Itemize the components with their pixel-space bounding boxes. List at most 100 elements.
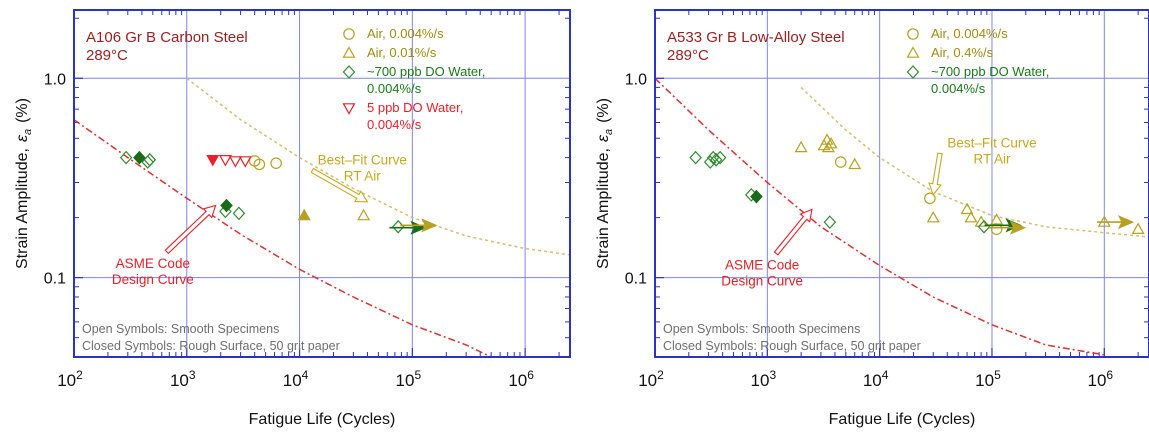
data-point — [1131, 222, 1145, 234]
data-point — [713, 150, 727, 165]
y-tick-label: 1.0 — [44, 71, 66, 88]
data-point — [297, 208, 311, 221]
legend-marker — [342, 65, 356, 79]
plot-area — [74, 10, 570, 357]
x-tick-label: 105 — [975, 368, 1001, 390]
legend-label: Air, 0.004%/s — [931, 26, 1008, 41]
x-tick-label: 106 — [508, 368, 534, 390]
curves — [655, 77, 1149, 356]
x-tick-label: 103 — [170, 368, 196, 390]
runout-arrow — [1096, 215, 1135, 230]
y-tick-label: 1.0 — [625, 71, 647, 88]
data-point — [357, 208, 371, 221]
legend-marker — [343, 28, 355, 40]
legend-marker — [342, 46, 356, 58]
legend: Air, 0.004%/s Air, 0.4%/s ~700 ppb DO Wate… — [906, 26, 1049, 96]
annotation-label: Design Curve — [112, 272, 194, 287]
annotation-arrow — [310, 167, 369, 203]
runout-arrow — [400, 218, 438, 233]
x-axis-label: Fatigue Life (Cycles) — [829, 411, 976, 428]
legend-label: Air, 0.01%/s — [367, 45, 437, 60]
footnote: Closed Symbols: Rough Surface, 50 grit p… — [82, 339, 340, 353]
data-point — [119, 150, 133, 165]
legend-label: ~700 ppb DO Water, — [931, 64, 1049, 79]
x-tick-label: 105 — [396, 368, 422, 390]
data-point — [960, 202, 974, 215]
y-tick-label: 0.1 — [625, 271, 647, 288]
y-tick-label: 0.1 — [44, 271, 66, 288]
legend-marker — [906, 46, 920, 58]
data-point — [253, 158, 266, 171]
legend-label-line2: 0.004%/s — [931, 81, 986, 96]
best-fit-curve — [800, 86, 1149, 238]
legend-marker — [906, 65, 920, 79]
footnote: Open Symbols: Smooth Specimens — [663, 322, 860, 336]
asme-design-curve — [74, 119, 492, 357]
data-point — [926, 210, 940, 223]
y-axis-label: Strain Amplitude,εa(%) — [595, 98, 615, 269]
footnote: Closed Symbols: Rough Surface, 50 grit p… — [663, 339, 921, 353]
x-tick-label: 103 — [751, 368, 777, 390]
curves — [74, 77, 570, 357]
data-point — [228, 156, 242, 168]
plot-area — [655, 10, 1149, 357]
data-point — [990, 213, 1004, 225]
data-point — [703, 155, 717, 169]
annotation-arrow — [773, 208, 813, 256]
legend-label: 5 ppb DO Water, — [367, 100, 463, 115]
data-point — [206, 155, 220, 167]
data-points — [689, 133, 1145, 235]
legend-marker — [907, 28, 919, 40]
data-points — [119, 150, 438, 235]
footnote: Open Symbols: Smooth Specimens — [82, 322, 279, 336]
asme-design-curve — [655, 77, 1105, 356]
data-point — [824, 136, 838, 149]
data-point — [218, 155, 232, 167]
chart-subtitle: 289°C — [86, 47, 128, 64]
y-axis-label: Strain Amplitude,εa(%) — [14, 98, 34, 269]
data-point — [823, 215, 837, 229]
annotation-label: ASME Code — [116, 256, 190, 271]
data-point — [133, 150, 146, 165]
data-point — [220, 198, 233, 213]
plot-frame — [73, 9, 571, 358]
legend-marker — [342, 103, 356, 115]
x-tick-label: 102 — [638, 368, 664, 390]
data-point — [689, 150, 702, 165]
legend-label-line2: 0.004%/s — [367, 117, 422, 132]
annotation-arrow — [928, 152, 943, 197]
annotation-label: RT Air — [344, 168, 382, 183]
annotation-label: RT Air — [973, 151, 1011, 166]
chart-subtitle: 289°C — [667, 47, 709, 64]
plot-frame — [654, 9, 1149, 358]
legend-label-line2: 0.004%/s — [367, 81, 422, 96]
data-point — [964, 210, 978, 223]
data-point — [794, 140, 808, 153]
data-point — [924, 192, 936, 205]
x-tick-label: 104 — [283, 368, 309, 390]
x-tick-label: 104 — [863, 368, 889, 390]
legend-label: ~700 ppb DO Water, — [367, 64, 485, 79]
annotation-arrow — [164, 204, 217, 255]
data-point — [709, 152, 723, 167]
data-point — [848, 157, 862, 170]
data-point — [238, 156, 252, 168]
x-axis-label: Fatigue Life (Cycles) — [249, 411, 396, 428]
annotation-label: Best–Fit Curve — [318, 152, 407, 167]
legend: Air, 0.004%/s Air, 0.01%/s ~700 ppb DO Wat… — [342, 26, 485, 132]
chart-title: A533 Gr B Low-Alloy Steel — [667, 29, 845, 46]
legend-label: Air, 0.4%/s — [931, 45, 994, 60]
annotation-label: ASME Code — [725, 257, 799, 272]
best-fit-curve — [186, 77, 570, 256]
runout-arrow — [988, 220, 1027, 235]
x-tick-label: 106 — [1087, 368, 1113, 390]
annotation-label: Best–Fit Curve — [947, 135, 1036, 150]
x-tick-label: 102 — [57, 368, 83, 390]
